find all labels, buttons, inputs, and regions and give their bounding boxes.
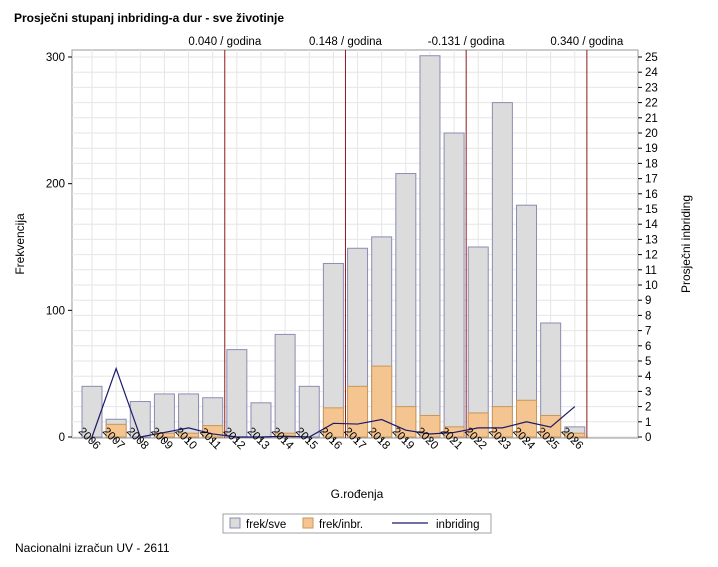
- y2-tick-label: 23: [645, 82, 658, 94]
- y2-tick-label: 19: [645, 143, 658, 155]
- y-axis-label: Frekvencija: [13, 213, 27, 275]
- bar-frek-inbr-2022: [467, 412, 489, 438]
- y2-tick-label: 20: [645, 128, 658, 140]
- legend-label-frek-sve: frek/sve: [246, 519, 286, 531]
- y2-tick-label: 25: [645, 52, 658, 64]
- legend-swatch-frek-sve: [229, 517, 241, 529]
- y-tick-label: 300: [46, 52, 65, 64]
- y2-tick-label: 1: [645, 417, 651, 429]
- y2-tick-label: 14: [645, 219, 658, 231]
- y2-tick-label: 17: [645, 174, 658, 186]
- y2-tick-label: 4: [645, 371, 652, 383]
- y2-tick-label: 24: [645, 67, 658, 79]
- bar-frek-sve-2019: [395, 173, 417, 438]
- y2-axis-label: Prosječni inbriding: [679, 195, 693, 293]
- y2-tick-label: 22: [645, 98, 658, 110]
- chart-title: Prosječni stupanj inbriding-a dur - sve …: [14, 11, 284, 25]
- y2-tick-label: 3: [645, 386, 651, 398]
- y-tick-label: 100: [46, 305, 65, 317]
- bar-frek-inbr-2007: [105, 423, 127, 438]
- y-tick-label: 200: [46, 179, 65, 191]
- y2-tick-label: 21: [645, 113, 658, 125]
- bar-frek-sve-2012: [226, 349, 248, 438]
- footer-note: Nacionalni izračun UV - 2611: [15, 541, 170, 555]
- y-tick-label: 0: [59, 432, 65, 444]
- bar-frek-inbr-2024: [516, 399, 538, 438]
- y2-tick-label: 12: [645, 250, 658, 262]
- bar-frek-inbr-2023: [491, 406, 513, 438]
- bar-frek-sve-2021: [443, 132, 465, 438]
- legend-box: [222, 513, 492, 534]
- bar-frek-inbr-2014: [274, 432, 296, 438]
- legend-swatch-frek-inbr: [302, 517, 314, 529]
- bar-frek-inbr-2020: [419, 414, 441, 438]
- bar-frek-sve-2020: [419, 55, 441, 438]
- bar-frek-inbr-2010: [178, 432, 200, 438]
- bar-frek-inbr-2016: [322, 407, 344, 438]
- legend: frek/sve frek/inbr. inbriding: [222, 513, 492, 534]
- y2-tick-label: 18: [645, 158, 658, 170]
- bar-frek-inbr-2025: [540, 414, 562, 438]
- inbriding-line: [91, 366, 576, 438]
- legend-label-frek-inbr: frek/inbr.: [319, 519, 363, 531]
- annotation-label: 0.148 / godina: [309, 36, 383, 48]
- bar-frek-inbr-2026: [564, 432, 586, 438]
- y2-tick-label: 5: [645, 356, 651, 368]
- x-axis-label: G.rođenja: [331, 487, 384, 501]
- y2-tick-label: 0: [645, 432, 651, 444]
- y2-tick-label: 8: [645, 310, 651, 322]
- bar-frek-sve-2014: [274, 333, 296, 438]
- y2-tick-label: 7: [645, 326, 651, 338]
- y2-tick-label: 2: [645, 402, 651, 414]
- bar-frek-sve-2023: [491, 102, 513, 438]
- legend-label-inbriding: inbriding: [436, 519, 479, 531]
- y2-tick-label: 6: [645, 341, 651, 353]
- inbriding-series-line: [91, 366, 576, 438]
- annotation-label: 0.340 / godina: [550, 36, 624, 48]
- bar-frek-inbr-2009: [153, 432, 175, 438]
- bar-frek-sve-2022: [467, 246, 489, 438]
- y2-tick-label: 16: [645, 189, 658, 201]
- annotation-label: 0.040 / godina: [188, 36, 262, 48]
- y2-tick-label: 15: [645, 204, 658, 216]
- y2-tick-label: 9: [645, 295, 651, 307]
- y2-tick-label: 13: [645, 234, 658, 246]
- bar-frek-inbr-2019: [395, 406, 417, 438]
- y2-tick-label: 11: [645, 265, 657, 277]
- bar-frek-inbr-2018: [371, 365, 393, 438]
- annotation-label: -0.131 / godina: [428, 36, 505, 48]
- reference-lines: 0.040 / godina 0.148 / godina -0.131 / god…: [188, 36, 624, 438]
- y2-tick-label: 10: [645, 280, 658, 292]
